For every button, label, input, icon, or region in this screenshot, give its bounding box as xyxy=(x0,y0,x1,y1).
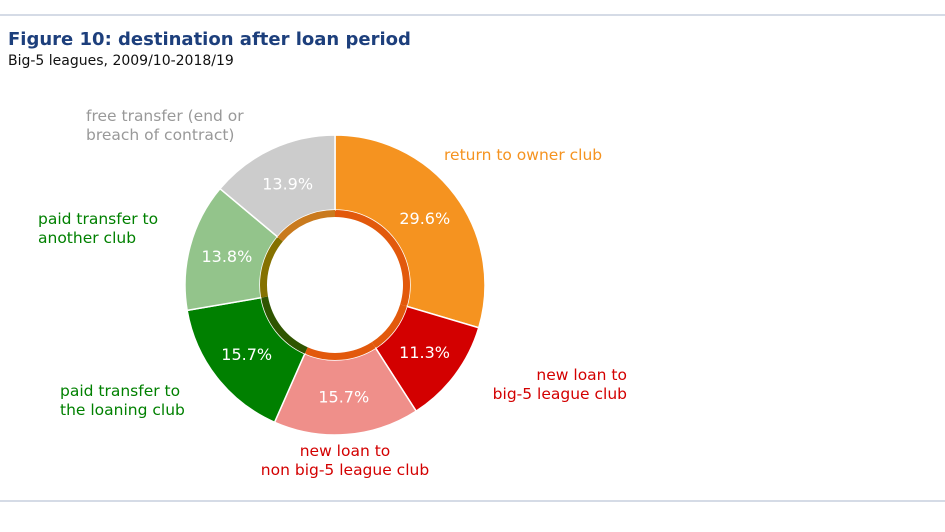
chart-title: Figure 10: destination after loan period xyxy=(8,29,411,50)
bottom-rule xyxy=(0,500,945,502)
inner-ring-segment-0 xyxy=(335,210,410,307)
data-label-5: 13.9% xyxy=(262,175,313,194)
category-label-5: free transfer (end or breach of contract) xyxy=(86,107,244,144)
inner-ring-segment-3 xyxy=(261,296,308,354)
data-label-1: 11.3% xyxy=(399,343,450,362)
category-label-1: new loan to big-5 league club xyxy=(492,366,627,403)
category-label-3: paid transfer to the loaning club xyxy=(60,382,185,419)
category-label-0: return to owner club xyxy=(444,146,603,164)
category-label-2: new loan to non big-5 league club xyxy=(260,442,430,479)
inner-ring-segment-2 xyxy=(304,342,376,361)
data-label-0: 29.6% xyxy=(399,209,450,228)
data-label-2: 15.7% xyxy=(318,388,369,407)
top-rule xyxy=(0,14,945,16)
inner-ring-segment-4 xyxy=(260,236,283,298)
inner-ring-segment-5 xyxy=(277,210,335,242)
category-label-4: paid transfer to another club xyxy=(38,210,159,247)
inner-ring-segment-1 xyxy=(371,304,407,349)
data-label-3: 15.7% xyxy=(221,345,272,364)
chart-subtitle: Big-5 leagues, 2009/10-2018/19 xyxy=(8,53,234,69)
data-label-4: 13.8% xyxy=(201,247,252,266)
